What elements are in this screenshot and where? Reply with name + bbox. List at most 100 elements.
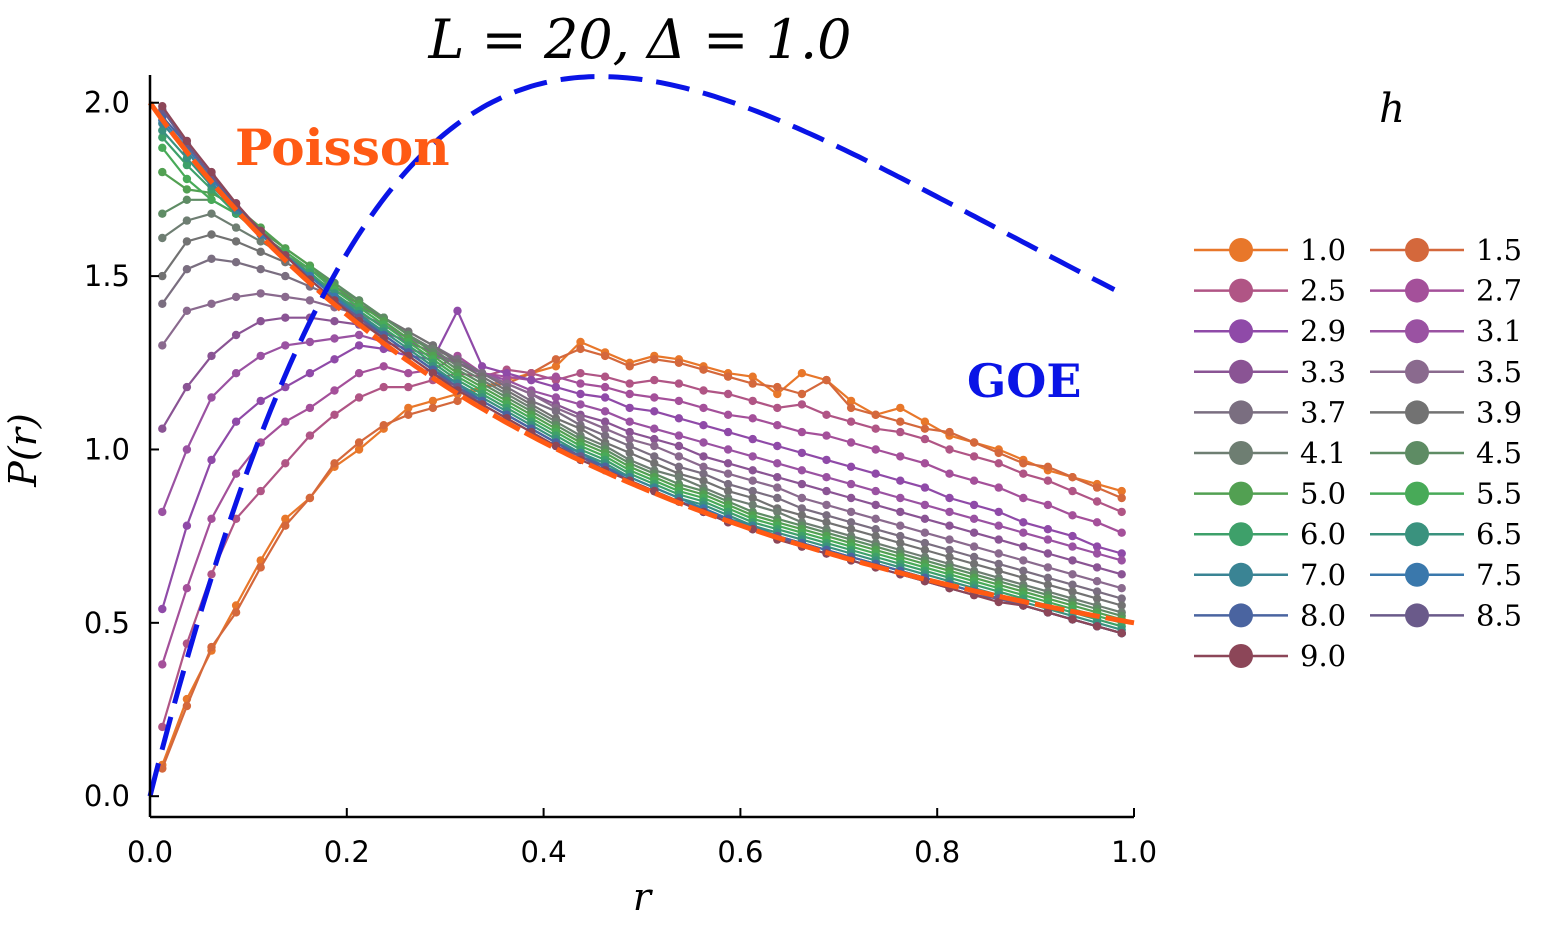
data-point (158, 424, 167, 433)
data-point (1019, 493, 1028, 503)
data-point (994, 566, 1003, 575)
data-point (773, 473, 782, 482)
legend-label: 4.1 (1300, 436, 1346, 470)
data-point (625, 389, 634, 399)
data-point (674, 473, 684, 482)
data-point (502, 369, 511, 378)
data-point (158, 341, 167, 350)
data-point (182, 160, 192, 170)
data-point (281, 417, 290, 426)
data-point (551, 407, 561, 416)
data-point (994, 535, 1003, 544)
data-point (207, 209, 216, 218)
data-point (404, 403, 413, 413)
data-point (969, 452, 979, 461)
data-point (797, 504, 807, 513)
data-point (969, 552, 979, 562)
data-point (920, 528, 930, 537)
data-point (600, 351, 610, 361)
legend-label: 7.5 (1476, 558, 1522, 592)
series-layer (158, 102, 1126, 773)
data-point (404, 382, 413, 392)
data-point (576, 379, 585, 388)
data-point (1043, 535, 1053, 544)
legend-marker (1229, 603, 1253, 628)
data-point (1068, 556, 1077, 565)
series-line-5.0 (161, 171, 1123, 621)
data-point (330, 386, 339, 395)
data-point (896, 538, 905, 548)
data-point (1068, 511, 1077, 520)
legend-marker (1405, 481, 1429, 506)
data-point (650, 393, 659, 402)
data-point (699, 403, 708, 413)
data-point (1117, 528, 1126, 537)
data-point (330, 410, 339, 419)
data-point (699, 438, 708, 447)
series-2.5 (158, 365, 1126, 732)
chart-title: L = 20, Δ = 1.0 (428, 8, 852, 71)
legend-item-3.9: 3.9 (1370, 395, 1522, 429)
data-point (699, 421, 708, 430)
data-point (1043, 608, 1053, 617)
series-2.7 (158, 351, 1126, 669)
legend-item-2.7: 2.7 (1370, 274, 1522, 308)
data-point (477, 362, 487, 371)
data-point (748, 493, 757, 503)
data-point (281, 514, 290, 523)
legend-item-3.1: 3.1 (1370, 314, 1522, 348)
data-point (650, 459, 659, 468)
data-point (846, 525, 856, 534)
data-point (330, 317, 339, 326)
data-point (773, 382, 782, 392)
data-point (231, 469, 241, 478)
data-point (231, 258, 241, 267)
x-tick-label: 0.6 (717, 835, 763, 869)
data-point (674, 379, 684, 388)
data-point (158, 133, 167, 142)
data-point (527, 375, 536, 385)
data-point (1117, 601, 1126, 610)
data-point (576, 400, 585, 409)
data-point (822, 518, 831, 527)
y-tick-label: 1.5 (84, 259, 130, 293)
data-point (797, 400, 807, 409)
data-point (969, 528, 979, 537)
legend-marker (1405, 603, 1429, 628)
legend-label: 1.0 (1300, 233, 1346, 267)
data-point (1092, 563, 1102, 572)
legend-marker (1405, 562, 1429, 587)
legend-item-6.5: 6.5 (1370, 517, 1522, 551)
data-point (822, 500, 831, 510)
data-point (994, 549, 1003, 558)
legend-marker (1229, 441, 1253, 465)
data-point (182, 174, 192, 184)
data-point (527, 389, 536, 399)
series-2.9 (158, 306, 1126, 614)
data-point (551, 355, 561, 364)
data-point (231, 514, 241, 523)
data-point (600, 372, 610, 381)
data-point (723, 459, 733, 468)
data-point (158, 102, 167, 111)
data-point (576, 389, 585, 399)
data-point (354, 438, 364, 447)
data-point (207, 254, 216, 263)
legend-item-1.0: 1.0 (1194, 233, 1346, 267)
legend-label: 3.5 (1476, 355, 1522, 389)
data-point (182, 195, 192, 204)
data-point (871, 486, 880, 496)
data-point (723, 469, 733, 478)
x-axis-label: r (633, 875, 654, 919)
data-point (945, 521, 954, 530)
data-point (428, 396, 438, 406)
data-point (379, 362, 388, 371)
series-line-3.1 (161, 333, 1122, 562)
data-point (797, 427, 807, 437)
x-tick-label: 0.8 (914, 835, 960, 869)
data-point (896, 452, 905, 461)
data-point (1092, 577, 1102, 586)
legend-marker (1405, 522, 1429, 547)
data-point (207, 195, 216, 204)
series-line-4.5 (161, 198, 1122, 617)
